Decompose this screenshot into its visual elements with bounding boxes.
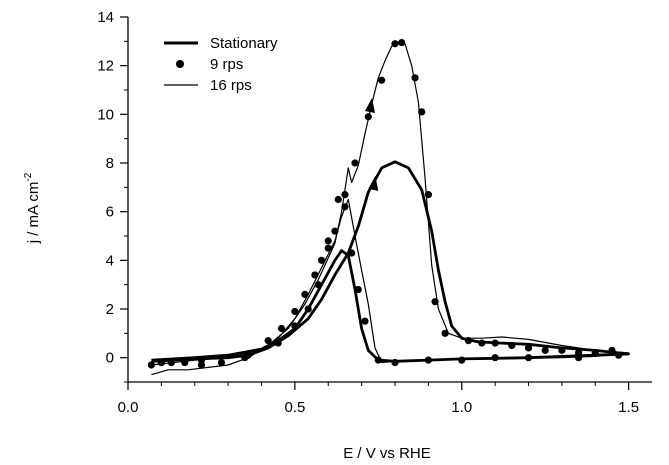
data-point-9rps (524, 354, 533, 362)
data-point-9rps (508, 341, 516, 350)
data-point-9rps (391, 358, 399, 367)
data-point-9rps (361, 317, 369, 325)
data-point-9rps (558, 346, 566, 354)
data-point-9rps (478, 339, 486, 347)
plot-area (147, 38, 630, 376)
data-point-9rps (334, 195, 342, 204)
axes: 0 2 4 6 8 10 12 14 0.0 0.5 1.0 1.5 (97, 9, 652, 416)
y-tick-label: 6 (106, 204, 114, 221)
data-point-9rps (491, 354, 499, 362)
data-point-9rps (341, 191, 349, 199)
legend-label: 9 rps (210, 56, 243, 73)
data-point-9rps (277, 324, 286, 333)
data-point-9rps (608, 346, 616, 354)
data-point-9rps (574, 354, 583, 362)
direction-arrow (368, 175, 379, 191)
x-tick-label: 0.0 (118, 399, 139, 416)
y-tick-label: 10 (97, 106, 114, 123)
data-point-9rps (217, 358, 226, 367)
data-point-9rps (411, 74, 419, 82)
x-tick-label: 1.5 (618, 399, 639, 416)
data-point-9rps (464, 337, 473, 345)
data-point-9rps (541, 346, 549, 354)
data-point-9rps (351, 159, 359, 167)
y-tick-label: 4 (106, 252, 114, 269)
data-point-9rps (147, 361, 155, 369)
y-axis-title-superscript: -2 (23, 172, 34, 181)
data-point-9rps (291, 322, 299, 330)
y-tick-label: 8 (106, 155, 114, 172)
data-point-9rps (441, 329, 449, 337)
data-point-9rps (458, 356, 466, 364)
series-line-16rps (151, 43, 630, 376)
y-tick-label: 0 (106, 350, 114, 367)
data-point-9rps (378, 76, 386, 84)
x-axis-title: E / V vs RHE (343, 445, 431, 462)
direction-arrow (364, 98, 375, 114)
legend-label: 16 rps (210, 77, 252, 94)
data-point-9rps (157, 358, 165, 367)
data-point-9rps (524, 344, 533, 352)
data-point-9rps (264, 337, 272, 345)
data-point-9rps (354, 285, 362, 294)
y-axis-title: j / mA cm-2 (23, 172, 42, 244)
y-axis-title-main: j / mA cm (25, 182, 42, 245)
y-tick-label: 14 (97, 9, 114, 26)
data-point-9rps (398, 38, 406, 47)
x-tick-label: 1.0 (451, 399, 472, 416)
data-point-9rps (317, 256, 326, 264)
data-point-9rps (274, 339, 282, 347)
legend-label: Stationary (210, 35, 278, 52)
y-tick-label: 2 (106, 301, 114, 318)
data-point-9rps (491, 339, 499, 347)
data-point-9rps (324, 237, 332, 245)
y-tick-label: 12 (97, 58, 114, 75)
legend: Stationary 9 rps 16 rps (164, 35, 278, 94)
data-point-9rps (291, 307, 299, 316)
data-point-9rps (304, 305, 312, 313)
x-tick-label: 0.5 (284, 399, 305, 416)
legend-marker-9rps (176, 60, 184, 68)
data-point-9rps (181, 358, 189, 367)
series-line-stationary (151, 160, 630, 363)
data-point-9rps (348, 249, 356, 257)
